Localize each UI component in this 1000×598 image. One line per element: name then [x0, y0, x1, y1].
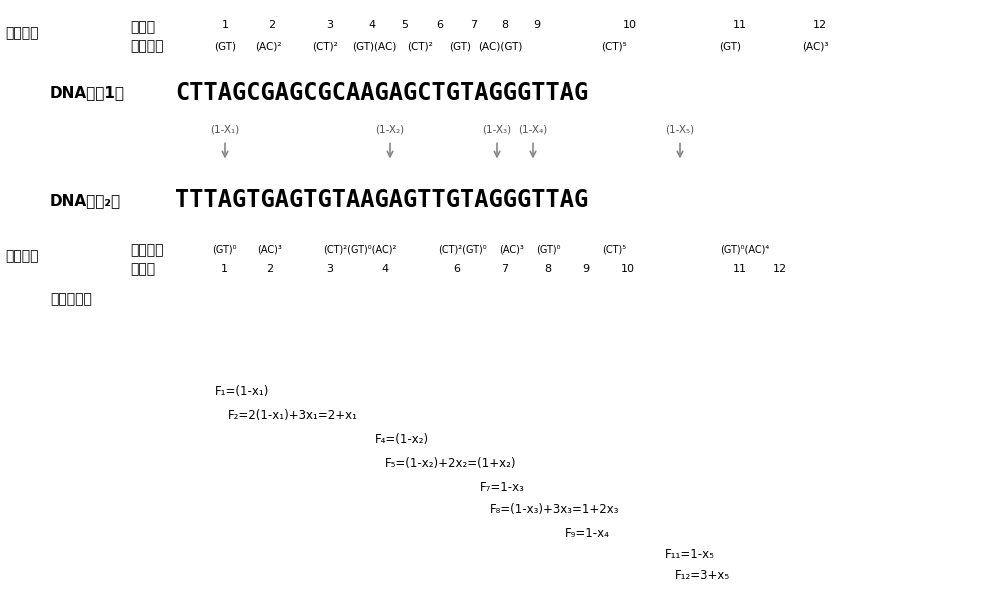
Text: 9: 9 — [582, 264, 590, 274]
Text: (GT): (GT) — [449, 41, 471, 51]
Text: F₁₂=3+x₅: F₁₂=3+x₅ — [675, 569, 730, 582]
Text: (AC)³: (AC)³ — [500, 245, 524, 255]
Text: 次序：: 次序： — [130, 262, 155, 276]
Text: 12: 12 — [813, 20, 827, 30]
Text: F₄=(1-x₂): F₄=(1-x₂) — [375, 433, 429, 446]
Text: (CT)⁵: (CT)⁵ — [601, 41, 627, 51]
Text: 2: 2 — [268, 20, 276, 30]
Text: 测序反应: 测序反应 — [5, 26, 38, 40]
Text: 关联分析：: 关联分析： — [50, 292, 92, 306]
Text: 5: 5 — [402, 20, 409, 30]
Text: 10: 10 — [623, 20, 637, 30]
Text: 9: 9 — [533, 20, 541, 30]
Text: 2: 2 — [266, 264, 274, 274]
Text: 4: 4 — [368, 20, 376, 30]
Text: F₈=(1-x₃)+3x₃=1+2x₃: F₈=(1-x₃)+3x₃=1+2x₃ — [490, 503, 620, 516]
Text: (CT)²: (CT)² — [407, 41, 433, 51]
Text: 7: 7 — [470, 20, 478, 30]
Text: (GT)⁰: (GT)⁰ — [536, 245, 560, 255]
Text: (1-X₃): (1-X₃) — [482, 124, 512, 135]
Text: (1-X₅): (1-X₅) — [665, 124, 695, 135]
Text: (GT): (GT) — [719, 41, 741, 51]
Text: (GT)⁰: (GT)⁰ — [212, 245, 236, 255]
Text: (1-X₄): (1-X₄) — [518, 124, 548, 135]
Text: 1: 1 — [220, 264, 228, 274]
Text: (GT): (GT) — [214, 41, 236, 51]
Text: DNA序列1：: DNA序列1： — [50, 85, 125, 100]
Text: 8: 8 — [501, 20, 509, 30]
Text: 10: 10 — [621, 264, 635, 274]
Text: F₅=(1-x₂)+2x₂=(1+x₂): F₅=(1-x₂)+2x₂=(1+x₂) — [385, 457, 516, 470]
Text: TTTAGTGAGTGTAAGAGTTGTAGGGTTAG: TTTAGTGAGTGTAAGAGTTGTAGGGTTAG — [175, 188, 588, 212]
Text: DNA序列₂：: DNA序列₂： — [50, 193, 121, 208]
Text: 7: 7 — [501, 264, 509, 274]
Text: 6: 6 — [454, 264, 460, 274]
Text: 6: 6 — [436, 20, 444, 30]
Text: (AC)³: (AC)³ — [258, 245, 282, 255]
Text: F₂=2(1-x₁)+3x₁=2+x₁: F₂=2(1-x₁)+3x₁=2+x₁ — [228, 409, 358, 422]
Text: 4: 4 — [381, 264, 389, 274]
Text: 3: 3 — [326, 264, 334, 274]
Text: 测序反应: 测序反应 — [5, 249, 38, 263]
Text: 3: 3 — [326, 20, 334, 30]
Text: 12: 12 — [773, 264, 787, 274]
Text: (GT)(AC): (GT)(AC) — [352, 41, 396, 51]
Text: F₁=(1-x₁): F₁=(1-x₁) — [215, 385, 269, 398]
Text: F₉=1-x₄: F₉=1-x₄ — [565, 527, 610, 540]
Text: 1: 1 — [222, 20, 228, 30]
Text: (AC)³: (AC)³ — [802, 41, 828, 51]
Text: (1-X₁): (1-X₁) — [210, 124, 240, 135]
Text: (1-X₂): (1-X₂) — [375, 124, 405, 135]
Text: (CT)⁵: (CT)⁵ — [602, 245, 626, 255]
Text: (CT)²(GT)⁰: (CT)²(GT)⁰ — [438, 245, 486, 255]
Text: 8: 8 — [544, 264, 552, 274]
Text: 11: 11 — [733, 20, 747, 30]
Text: (CT)²: (CT)² — [312, 41, 338, 51]
Text: 次序：: 次序： — [130, 20, 155, 34]
Text: (GT)⁰(AC)⁴: (GT)⁰(AC)⁴ — [720, 245, 770, 255]
Text: 核苷酸：: 核苷酸： — [130, 39, 164, 53]
Text: CTTAGCGAGCGCAAGAGCTGTAGGGTTAG: CTTAGCGAGCGCAAGAGCTGTAGGGTTAG — [175, 81, 588, 105]
Text: 11: 11 — [733, 264, 747, 274]
Text: 核苷酸：: 核苷酸： — [130, 243, 164, 257]
Text: F₁₁=1-x₅: F₁₁=1-x₅ — [665, 548, 715, 562]
Text: (AC)²: (AC)² — [255, 41, 281, 51]
Text: (CT)²(GT)⁰(AC)²: (CT)²(GT)⁰(AC)² — [323, 245, 397, 255]
Text: (AC)(GT): (AC)(GT) — [478, 41, 522, 51]
Text: F₇=1-x₃: F₇=1-x₃ — [480, 481, 525, 494]
